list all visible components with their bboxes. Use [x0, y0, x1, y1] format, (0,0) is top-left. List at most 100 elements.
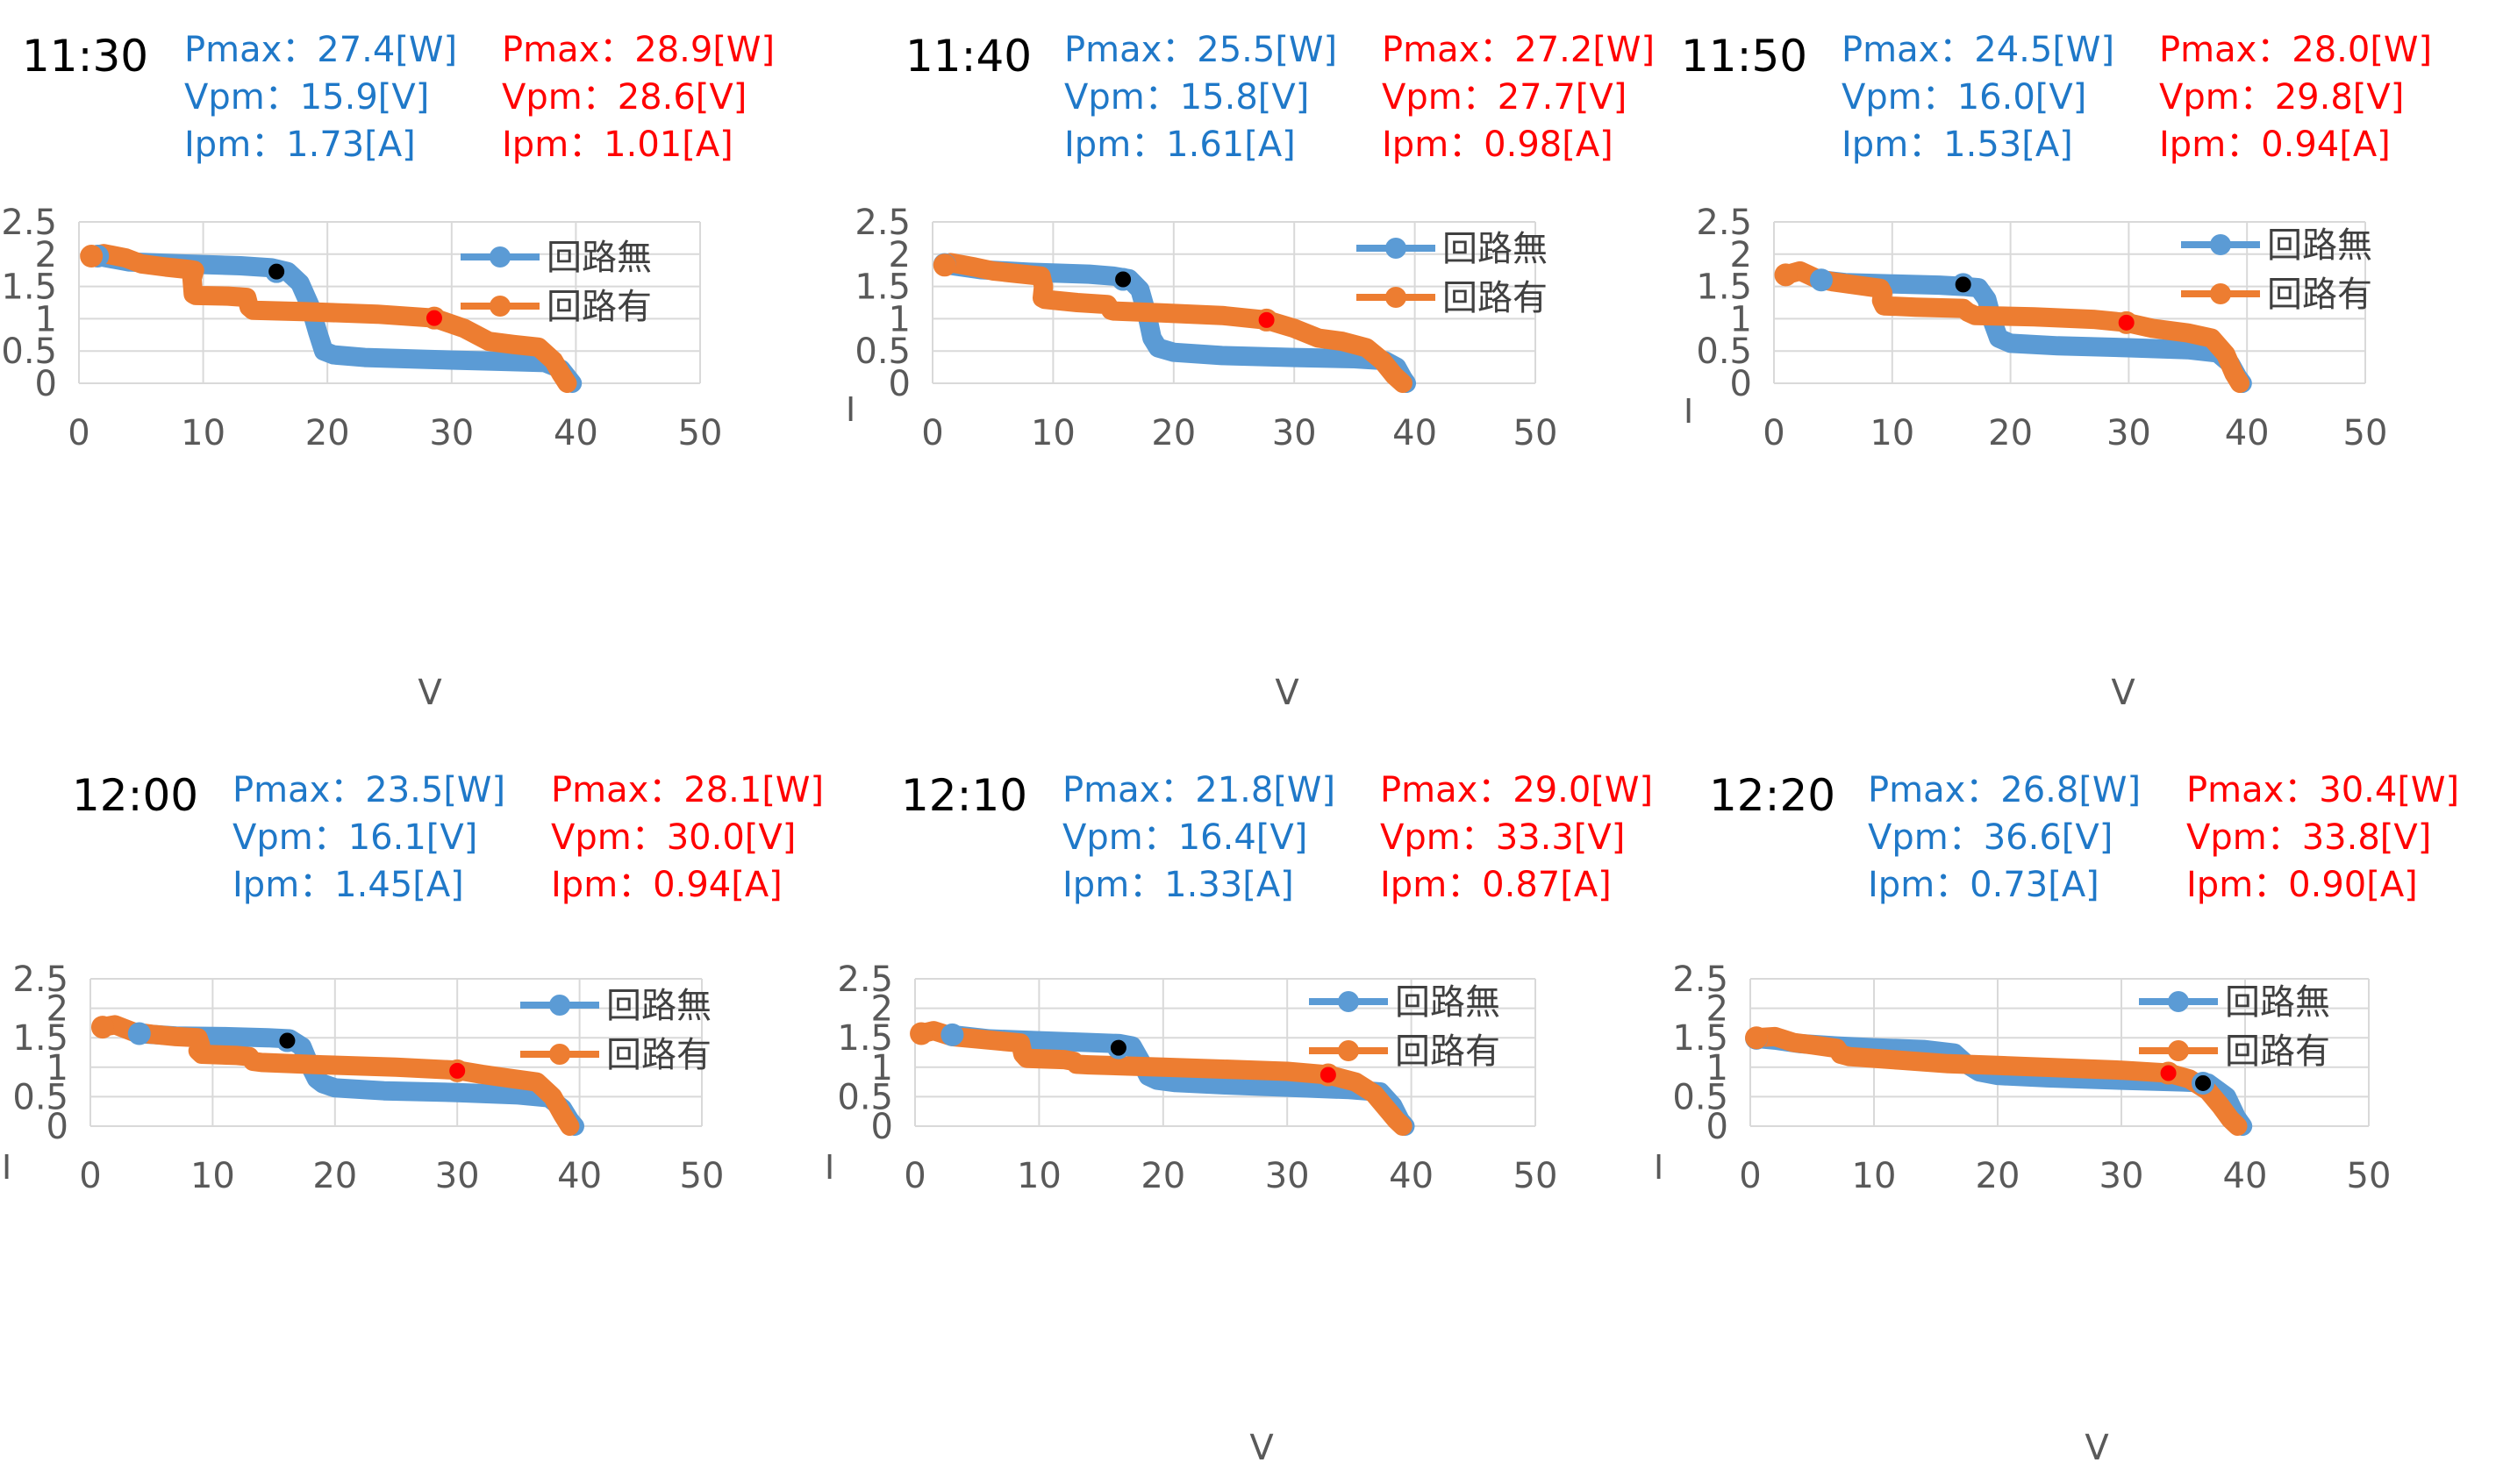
- legend-swatch-marker: [549, 1044, 570, 1065]
- stat-pmax-no-circuit: Pmax：21.8[W]: [1062, 770, 1336, 810]
- stats-no-circuit: Pmax：27.4[W] Vpm：15.9[V] Ipm：1.73[A]: [184, 26, 457, 168]
- mpp-point-with-circuit: [1255, 308, 1278, 332]
- x-tick-label: 50: [1513, 413, 1558, 453]
- stat-vpm-with-circuit: Vpm：28.6[V]: [502, 77, 747, 118]
- x-tick-label: 50: [680, 1156, 725, 1196]
- mpp-point-no-circuit: [2192, 1071, 2215, 1095]
- legend-entry-with-circuit: 回路有: [461, 287, 652, 327]
- stat-ipm-no-circuit: Ipm：1.53[A]: [1842, 125, 2073, 165]
- stats-no-circuit: Pmax：23.5[W] Vpm：16.1[V] Ipm：1.45[A]: [232, 767, 505, 909]
- stat-pmax-with-circuit: Pmax：30.4[W]: [2186, 770, 2460, 810]
- legend-swatch-marker: [490, 296, 511, 317]
- stats-with-circuit: Pmax：29.0[W] Vpm：33.3[V] Ipm：0.87[A]: [1380, 767, 1653, 909]
- stat-ipm-no-circuit: Ipm：1.45[A]: [232, 865, 464, 905]
- stat-vpm-no-circuit: Vpm：16.4[V]: [1062, 817, 1308, 858]
- x-tick-label: 0: [904, 1156, 926, 1196]
- stat-pmax-no-circuit: Pmax：27.4[W]: [184, 30, 458, 70]
- legend-label: 回路有: [1395, 1031, 1500, 1072]
- y-tick-label: 2: [1730, 235, 1752, 275]
- stat-ipm-no-circuit: Ipm：1.73[A]: [184, 125, 416, 165]
- x-tick-label: 50: [1513, 1156, 1558, 1196]
- y-tick-label: 2: [1706, 989, 1728, 1030]
- chart-panel-6: 12:20 Pmax：26.8[W] Vpm：36.6[V] Ipm：0.73[A] P…: [1654, 742, 2496, 1484]
- y-axis-label: I: [1654, 1148, 1663, 1187]
- time-label: 12:10: [901, 770, 1028, 821]
- time-label: 11:30: [22, 31, 149, 82]
- y-tick-label: 1.5: [1672, 1018, 1728, 1059]
- legend-label: 回路無: [2267, 225, 2372, 266]
- y-tick-label: 2.5: [12, 960, 68, 1000]
- stat-pmax-no-circuit: Pmax：26.8[W]: [1868, 770, 2142, 810]
- legend-label: 回路有: [547, 287, 652, 327]
- time-label: 12:20: [1709, 770, 1836, 821]
- series-line-with-circuit: [934, 253, 1412, 393]
- stat-vpm-no-circuit: Vpm：15.9[V]: [184, 77, 430, 118]
- stat-vpm-no-circuit: Vpm：15.8[V]: [1064, 77, 1310, 118]
- legend-entry-no-circuit: 回路無: [1309, 982, 1500, 1023]
- y-tick-label: 1: [35, 299, 57, 339]
- legend-label: 回路無: [1395, 982, 1500, 1023]
- mpp-point-no-circuit: [265, 260, 289, 283]
- time-label: 11:50: [1681, 31, 1808, 82]
- x-tick-label: 50: [678, 413, 723, 453]
- x-tick-label: 0: [1739, 1156, 1761, 1196]
- y-tick-label: 0: [1706, 1107, 1728, 1147]
- series-point: [910, 1022, 933, 1045]
- y-axis-label: I: [825, 1148, 834, 1187]
- stat-pmax-with-circuit: Pmax：28.0[W]: [2159, 30, 2433, 70]
- x-tick-label: 0: [1763, 413, 1784, 453]
- stats-no-circuit: Pmax：24.5[W] Vpm：16.0[V] Ipm：1.53[A]: [1842, 26, 2114, 168]
- legend-swatch-marker: [2210, 234, 2231, 255]
- stats-with-circuit: Pmax：28.0[W] Vpm：29.8[V] Ipm：0.94[A]: [2159, 26, 2432, 168]
- x-axis-label: V: [2085, 1428, 2109, 1468]
- x-tick-label: 30: [435, 1156, 480, 1196]
- y-axis-label: I: [2, 1148, 11, 1187]
- stats-with-circuit: Pmax：28.1[W] Vpm：30.0[V] Ipm：0.94[A]: [551, 767, 824, 909]
- stat-ipm-no-circuit: Ipm：1.61[A]: [1064, 125, 1296, 165]
- legend-label: 回路無: [1442, 229, 1548, 269]
- legend-entry-no-circuit: 回路無: [461, 238, 652, 278]
- y-tick-label: 0.5: [837, 1077, 893, 1117]
- chart-panel-3: 11:50 Pmax：24.5[W] Vpm：16.0[V] Ipm：1.53[A] P…: [1667, 0, 2496, 742]
- series-point: [1745, 1026, 1769, 1050]
- mpp-point-no-circuit: [1112, 268, 1135, 291]
- stat-pmax-with-circuit: Pmax：29.0[W]: [1380, 770, 1654, 810]
- stat-ipm-with-circuit: Ipm：0.94[A]: [551, 865, 783, 905]
- y-tick-label: 2: [871, 989, 893, 1030]
- series-line-with-circuit: [912, 1021, 1412, 1136]
- x-tick-label: 20: [312, 1156, 357, 1196]
- legend-swatch-marker: [549, 995, 570, 1016]
- chart-panel-2: 11:40 Pmax：25.5[W] Vpm：15.8[V] Ipm：1.61[A] P…: [833, 0, 1665, 742]
- y-tick-label: 1: [889, 299, 911, 339]
- series-point: [933, 253, 956, 277]
- stat-pmax-with-circuit: Pmax：28.9[W]: [502, 30, 776, 70]
- x-tick-label: 10: [1852, 1156, 1897, 1196]
- y-tick-label: 0.5: [12, 1077, 68, 1117]
- x-tick-label: 20: [1151, 413, 1196, 453]
- stat-ipm-with-circuit: Ipm：1.01[A]: [502, 125, 733, 165]
- legend-label: 回路無: [606, 986, 712, 1026]
- stat-vpm-with-circuit: Vpm：29.8[V]: [2159, 77, 2405, 118]
- x-tick-label: 30: [429, 413, 474, 453]
- y-tick-label: 1: [1706, 1048, 1728, 1088]
- legend-entry-no-circuit: 回路無: [2181, 225, 2372, 266]
- y-tick-label: 2: [889, 235, 911, 275]
- stat-pmax-no-circuit: Pmax：25.5[W]: [1064, 30, 1338, 70]
- y-tick-label: 1.5: [1, 268, 57, 308]
- y-tick-label: 0: [871, 1107, 893, 1147]
- stat-vpm-no-circuit: Vpm：16.0[V]: [1842, 77, 2087, 118]
- x-tick-label: 0: [921, 413, 943, 453]
- x-tick-label: 40: [554, 413, 598, 453]
- stats-with-circuit: Pmax：28.9[W] Vpm：28.6[V] Ipm：1.01[A]: [502, 26, 775, 168]
- y-tick-label: 1.5: [855, 268, 911, 308]
- series-point: [90, 1016, 114, 1039]
- stat-vpm-with-circuit: Vpm：33.8[V]: [2186, 817, 2432, 858]
- series-point: [80, 245, 104, 268]
- stat-ipm-with-circuit: Ipm：0.87[A]: [1380, 865, 1612, 905]
- stats-with-circuit: Pmax：27.2[W] Vpm：27.7[V] Ipm：0.98[A]: [1382, 26, 1655, 168]
